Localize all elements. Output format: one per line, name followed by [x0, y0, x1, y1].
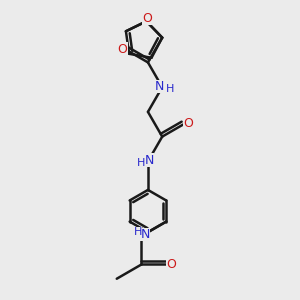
Text: N: N: [140, 228, 150, 241]
Text: N: N: [155, 80, 164, 93]
Text: O: O: [142, 12, 152, 25]
Text: O: O: [118, 43, 128, 56]
Text: H: H: [134, 227, 142, 237]
Text: O: O: [183, 117, 193, 130]
Text: N: N: [145, 154, 154, 166]
Text: O: O: [166, 258, 176, 271]
Text: H: H: [166, 84, 174, 94]
Text: H: H: [137, 158, 145, 168]
